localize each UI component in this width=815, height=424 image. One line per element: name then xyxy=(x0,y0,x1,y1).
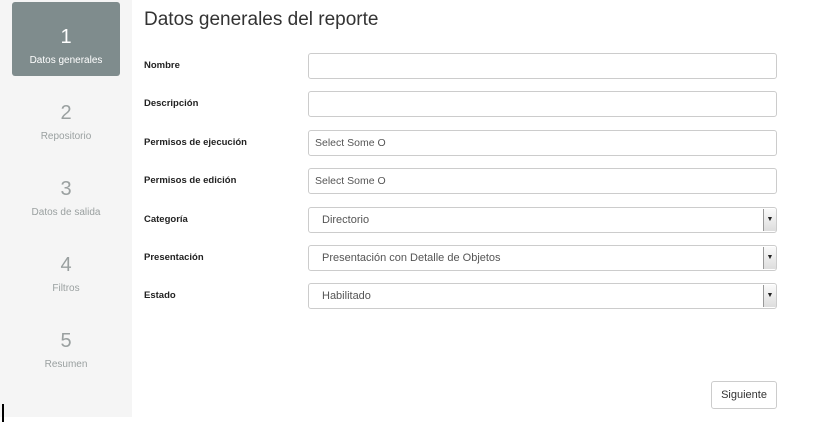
step-filtros[interactable]: 4 Filtros xyxy=(12,230,120,304)
permisos-ejecucion-multiselect[interactable]: Select Some O xyxy=(308,130,777,156)
nombre-label: Nombre xyxy=(144,60,180,71)
step-label: Datos de salida xyxy=(31,207,101,218)
permisos-ejecucion-row: Permisos de ejecución Select Some O xyxy=(144,130,777,156)
categoria-select[interactable]: Directorio ▼ xyxy=(308,207,777,233)
step-number: 4 xyxy=(60,254,72,276)
step-label: Repositorio xyxy=(40,131,92,142)
estado-select[interactable]: Habilitado ▼ xyxy=(308,283,777,309)
categoria-label: Categoría xyxy=(144,214,188,225)
step-label: Resumen xyxy=(44,359,88,370)
presentacion-value: Presentación con Detalle de Objetos xyxy=(322,252,501,264)
step-datos-de-salida[interactable]: 3 Datos de salida xyxy=(12,154,120,228)
step-number: 3 xyxy=(60,178,72,200)
permisos-edicion-label: Permisos de edición xyxy=(144,175,237,186)
descripcion-row: Descripción xyxy=(144,91,777,117)
permisos-edicion-multiselect[interactable]: Select Some O xyxy=(308,168,777,194)
estado-value: Habilitado xyxy=(322,290,371,302)
categoria-row: Categoría Directorio ▼ xyxy=(144,207,777,233)
presentacion-select[interactable]: Presentación con Detalle de Objetos ▼ xyxy=(308,245,777,271)
presentacion-label: Presentación xyxy=(144,252,204,263)
text-cursor xyxy=(2,404,4,422)
siguiente-button[interactable]: Siguiente xyxy=(711,381,777,409)
nombre-row: Nombre xyxy=(144,53,777,79)
chevron-down-icon[interactable]: ▼ xyxy=(763,209,776,231)
step-datos-generales[interactable]: 1 Datos generales xyxy=(12,2,120,76)
permisos-edicion-row: Permisos de edición Select Some O xyxy=(144,168,777,194)
permisos-ejecucion-placeholder: Select Some O xyxy=(315,137,386,149)
step-number: 5 xyxy=(60,330,72,352)
descripcion-label: Descripción xyxy=(144,98,199,109)
step-repositorio[interactable]: 2 Repositorio xyxy=(12,78,120,152)
nombre-value xyxy=(309,60,322,72)
permisos-ejecucion-label: Permisos de ejecución xyxy=(144,137,247,148)
chevron-down-icon[interactable]: ▼ xyxy=(763,247,776,269)
step-label: Filtros xyxy=(52,283,80,294)
chevron-down-icon[interactable]: ▼ xyxy=(763,285,776,307)
page-title: Datos generales del reporte xyxy=(144,9,379,30)
descripcion-input[interactable] xyxy=(308,91,777,117)
step-label: Datos generales xyxy=(29,55,103,66)
step-number: 1 xyxy=(60,26,72,48)
estado-label: Estado xyxy=(144,290,176,301)
descripcion-value xyxy=(309,98,322,110)
presentacion-row: Presentación Presentación con Detalle de… xyxy=(144,245,777,271)
step-number: 2 xyxy=(60,102,72,124)
wizard-steps-sidebar: 1 Datos generales 2 Repositorio 3 Datos de … xyxy=(0,0,132,417)
permisos-edicion-placeholder: Select Some O xyxy=(315,175,386,187)
nombre-input[interactable] xyxy=(308,53,777,79)
step-resumen[interactable]: 5 Resumen xyxy=(12,306,120,380)
estado-row: Estado Habilitado ▼ xyxy=(144,283,777,309)
categoria-value: Directorio xyxy=(322,214,370,226)
